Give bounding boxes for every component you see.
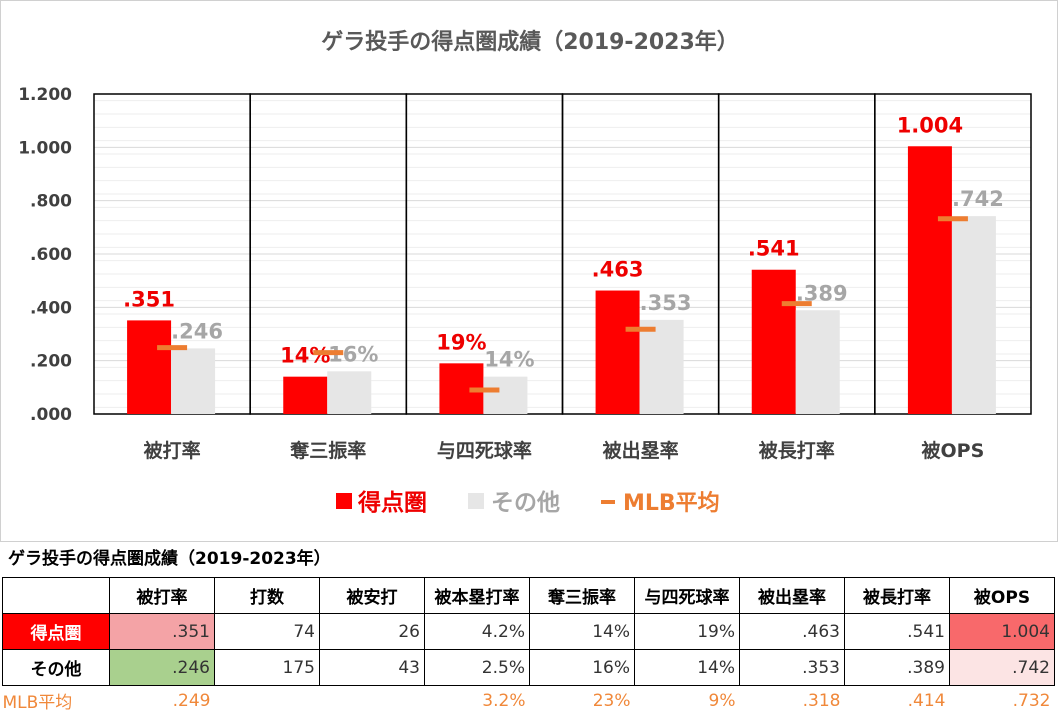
table-cell: .246 [109,649,215,686]
table-cell: 26 [319,613,425,650]
header-cell: 被安打 [319,577,425,614]
y-tick-label: 1.000 [18,138,72,158]
x-tick-label: 被長打率 [759,439,835,462]
table-cell: .463 [739,613,845,650]
header-cell: 被長打率 [844,577,950,614]
header-cell: 打数 [214,577,320,614]
bar-risp [127,320,172,414]
table-cell: .351 [109,613,215,650]
x-tick-label: 被出塁率 [603,439,679,462]
table-cell: .353 [739,649,845,686]
table-cell: 9% [708,690,736,711]
bar-risp [283,376,328,414]
table-cell: 14% [529,613,635,650]
data-label-risp: 19% [436,330,486,354]
table-title: ゲラ投手の得点圏成績（2019-2023年） [8,549,331,569]
legend-label-other: その他 [491,490,560,516]
bar-other [951,216,996,414]
table-cell: .541 [844,613,950,650]
table-row-risp: 得点圏 .351 74 26 4.2% 14% 19% .463 .541 1.… [2,613,1055,650]
header-cell: 被本塁打率 [424,577,530,614]
table-cell: .249 [172,690,211,711]
table-cell: 2.5% [424,649,530,686]
table-header-row: 被打率 打数 被安打 被本塁打率 奪三振率 与四死球率 被出塁率 被長打率 被O… [2,577,1055,614]
table-cell: 74 [214,613,320,650]
data-label-other: .353 [640,291,692,315]
stats-table: 被打率 打数 被安打 被本塁打率 奪三振率 与四死球率 被出塁率 被長打率 被O… [2,577,1055,716]
row-label: 得点圏 [2,613,110,650]
header-cell: 被出塁率 [739,577,845,614]
table-cell: .389 [844,649,950,686]
legend-swatch-risp [336,493,352,509]
table-cell: 4.2% [424,613,530,650]
row-label: MLB平均 [2,693,73,714]
table-cell: 43 [319,649,425,686]
row-label: その他 [2,649,110,686]
bar-chart: ゲラ投手の得点圏成績（2019-2023年） 1.200 1.000 .800 .600… [18,29,1032,516]
table-cell: 14% [634,649,740,686]
y-tick-label: .600 [30,245,72,265]
header-cell: 与四死球率 [634,577,740,614]
bar-other [171,348,216,414]
data-label-risp: .541 [748,237,800,261]
data-label-risp: .463 [592,258,644,282]
table-cell: .742 [949,649,1055,686]
bar-other [327,371,372,414]
data-label-risp: 14% [280,344,330,368]
table-cell: 175 [214,649,320,686]
y-tick-label: .000 [30,405,72,425]
data-label-other: .742 [952,187,1004,211]
table-row-other: その他 .246 175 43 2.5% 16% 14% .353 .389 .… [2,649,1055,686]
table-cell [215,686,320,716]
x-tick-label: 与四死球率 [437,439,532,462]
table-cell: 1.004 [949,613,1055,650]
bar-risp [595,290,640,414]
bar-other [639,319,684,414]
data-label-risp: .351 [123,287,175,311]
table-row-mlb: MLB平均 .249 3.2% 23% 9% .318 .414 .732 [3,686,1055,716]
table-cell: 23% [592,690,631,711]
chart-panel: ゲラ投手の得点圏成績（2019-2023年） 1.200 1.000 .800 .600… [0,0,1058,542]
legend-swatch-other [468,493,484,509]
header-cell: 被打率 [109,577,215,614]
legend-label-mlb: MLB平均 [623,490,720,516]
legend-label-risp: 得点圏 [357,489,427,516]
data-label-other: 14% [484,348,534,372]
table-cell: .414 [907,690,946,711]
bar-other [795,310,840,414]
table-cell: .318 [802,690,841,711]
table-cell: 19% [634,613,740,650]
y-tick-label: .800 [30,192,72,212]
header-cell [2,577,110,614]
bar-other [483,376,528,414]
header-cell: 奪三振率 [529,577,635,614]
chart-title: ゲラ投手の得点圏成績（2019-2023年） [321,29,739,55]
y-tick-label: 1.200 [18,85,72,105]
x-tick-label: 奪三振率 [289,439,366,462]
y-tick-label: .400 [30,298,72,318]
table-cell: 3.2% [482,690,526,711]
bar-risp [751,269,796,414]
table-cell: .732 [1012,690,1051,711]
header-cell: 被OPS [949,577,1055,614]
x-tick-label: 被打率 [144,439,201,462]
table-cell: 16% [529,649,635,686]
table-cell [320,686,425,716]
data-label-other: .246 [171,319,223,343]
data-label-risp: 1.004 [897,113,963,137]
bar-risp [907,146,952,414]
y-tick-label: .200 [30,352,72,372]
x-tick-label: 被OPS [922,439,985,462]
